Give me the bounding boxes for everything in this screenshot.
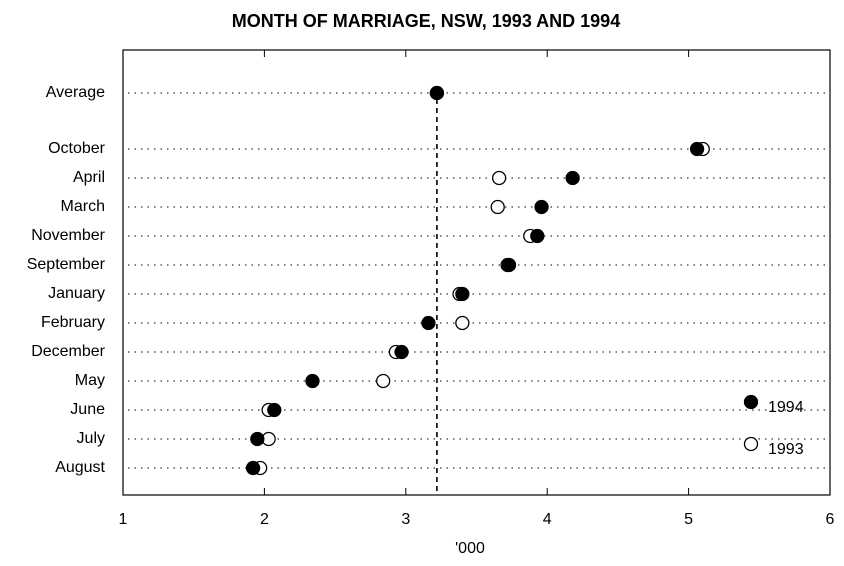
dot (245, 460, 261, 476)
dot (490, 199, 505, 215)
legend-label: 1994 (768, 399, 804, 416)
category-label: December (31, 343, 105, 360)
category-label: February (41, 314, 105, 331)
category-label: Average (46, 84, 105, 101)
dot (689, 141, 705, 157)
dot (530, 228, 545, 244)
category-label: April (73, 169, 105, 186)
dot (376, 373, 391, 389)
category-label: October (48, 140, 106, 157)
x-tick-label: 2 (260, 511, 269, 528)
plot-frame (122, 49, 831, 496)
x-tick-label: 5 (684, 511, 693, 528)
dot (501, 257, 517, 273)
x-tick-label: 3 (401, 511, 410, 528)
category-label: January (48, 285, 105, 302)
legend-marker (743, 394, 759, 410)
dot (267, 402, 282, 418)
chart-title: MONTH OF MARRIAGE, NSW, 1993 AND 1994 (232, 11, 620, 31)
x-tick-label: 6 (826, 511, 835, 528)
legend-label: 1993 (768, 441, 804, 458)
category-label: September (27, 256, 106, 273)
x-tick-label: 4 (543, 511, 552, 528)
dot (565, 170, 580, 186)
dot (455, 286, 470, 302)
dot (250, 431, 265, 447)
category-label: May (75, 372, 105, 389)
category-label: June (70, 401, 105, 418)
category-label: March (61, 198, 105, 215)
dot (305, 373, 320, 389)
dot (455, 315, 470, 331)
legend-marker (743, 436, 759, 452)
x-axis-label: '000 (455, 540, 485, 557)
x-tick-label: 1 (119, 511, 128, 528)
dot (491, 170, 507, 186)
category-label: July (77, 430, 105, 447)
dot (534, 199, 549, 215)
category-label: August (55, 459, 105, 476)
dot (429, 85, 445, 101)
category-label: November (31, 227, 105, 244)
dot (421, 315, 436, 331)
dot (394, 344, 409, 360)
